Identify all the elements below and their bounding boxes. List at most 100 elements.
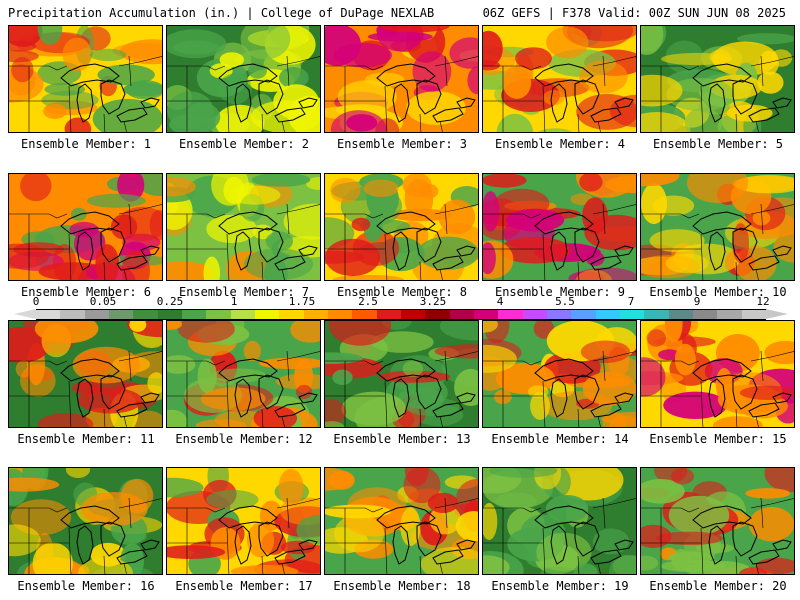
state-border xyxy=(128,350,132,382)
lake-outline xyxy=(218,505,278,529)
precip-blob xyxy=(295,384,313,400)
colorbar-swatch xyxy=(717,310,742,319)
precip-blob xyxy=(412,51,452,92)
state-border xyxy=(444,350,448,382)
state-border xyxy=(128,497,132,529)
state-border xyxy=(750,498,794,509)
ensemble-member-label: Ensemble Member: 7 xyxy=(178,285,310,299)
precip-blob xyxy=(727,104,773,122)
precip-map xyxy=(9,321,162,427)
state-border xyxy=(592,56,636,67)
lake-outline xyxy=(772,539,792,551)
lake-outline xyxy=(692,505,752,529)
precip-blob xyxy=(759,50,779,76)
precip-blob xyxy=(608,554,636,574)
ensemble-map-panel xyxy=(482,320,637,428)
precip-blob xyxy=(527,385,549,399)
lake-outline xyxy=(298,539,318,551)
state-border xyxy=(419,555,422,574)
precip-blob xyxy=(273,84,319,120)
lake-outline xyxy=(392,525,410,565)
precip-blob xyxy=(9,40,37,52)
state-border xyxy=(128,55,132,87)
precip-blob xyxy=(278,468,304,507)
state-border xyxy=(592,498,636,509)
lake-outline xyxy=(614,392,634,404)
lake-outline xyxy=(140,392,160,404)
colorbar-swatch xyxy=(84,310,109,319)
precip-blob xyxy=(359,219,411,234)
precip-map xyxy=(325,321,478,427)
precip-blob xyxy=(400,507,421,547)
precip-blob xyxy=(717,115,739,132)
lake-outline xyxy=(298,245,318,257)
ensemble-member-label: Ensemble Member: 9 xyxy=(494,285,626,299)
precip-blob xyxy=(370,331,434,353)
precip-blob xyxy=(575,269,613,280)
ensemble-member-label: Ensemble Member: 17 xyxy=(175,579,313,593)
lake-outline xyxy=(534,505,594,529)
lake-outline xyxy=(456,392,476,404)
precip-blob xyxy=(118,206,162,242)
precip-blob xyxy=(206,489,259,510)
colorbar-swatch xyxy=(230,310,255,319)
ensemble-member-label: Ensemble Member: 2 xyxy=(178,137,310,151)
lake-outline xyxy=(590,107,622,123)
state-border xyxy=(602,350,606,382)
lake-outline xyxy=(614,245,634,257)
state-border xyxy=(755,120,759,132)
precip-blob xyxy=(20,174,52,202)
precip-blob xyxy=(449,37,478,69)
state-border xyxy=(226,85,230,132)
lake-outline xyxy=(456,97,476,109)
ensemble-member-label: Ensemble Member: 12 xyxy=(175,432,313,446)
lake-outline xyxy=(100,374,126,410)
state-border xyxy=(597,268,601,280)
lake-outline xyxy=(234,378,252,418)
lake-outline xyxy=(274,402,306,418)
precip-blob xyxy=(405,397,460,417)
precip-blob xyxy=(502,66,532,99)
precip-blob xyxy=(403,468,441,504)
precip-blob xyxy=(496,113,534,132)
precip-map xyxy=(641,321,794,427)
precip-blob xyxy=(37,26,63,45)
lake-outline xyxy=(708,525,726,565)
precip-blob xyxy=(9,524,41,557)
state-border xyxy=(68,380,72,427)
precip-blob xyxy=(167,261,214,280)
lake-outline xyxy=(234,83,252,123)
lake-outline xyxy=(234,231,252,271)
lake-outline xyxy=(416,79,442,115)
precip-blob xyxy=(62,37,92,72)
lake-outline xyxy=(456,245,476,257)
lake-outline xyxy=(432,402,464,418)
colorbar-swatch xyxy=(376,310,401,319)
precip-blob xyxy=(332,369,353,385)
colorbar-tick-label: 4 xyxy=(496,295,504,308)
lake-outline xyxy=(60,211,120,235)
ensemble-map-panel xyxy=(640,320,795,428)
precip-blob xyxy=(646,329,666,347)
lake-outline xyxy=(140,539,160,551)
precip-blob xyxy=(641,112,691,132)
precip-blob xyxy=(666,77,735,112)
colorbar-swatch xyxy=(449,310,474,319)
lake-outline xyxy=(100,79,126,115)
precip-blob xyxy=(579,60,628,94)
colorbar-swatch xyxy=(668,310,693,319)
precip-blob xyxy=(734,175,794,194)
precip-blob xyxy=(330,177,361,203)
lake-outline xyxy=(116,402,148,418)
lake-outline xyxy=(258,227,284,263)
precip-blob xyxy=(206,214,257,244)
colorbar-swatch xyxy=(619,310,645,319)
precip-blob xyxy=(687,174,749,204)
state-border xyxy=(103,408,106,427)
colorbar-swatch xyxy=(473,310,499,319)
state-border xyxy=(750,56,794,67)
precip-map xyxy=(483,26,636,132)
state-border xyxy=(226,380,230,427)
precip-blob xyxy=(576,93,636,130)
precip-blob xyxy=(543,90,565,106)
